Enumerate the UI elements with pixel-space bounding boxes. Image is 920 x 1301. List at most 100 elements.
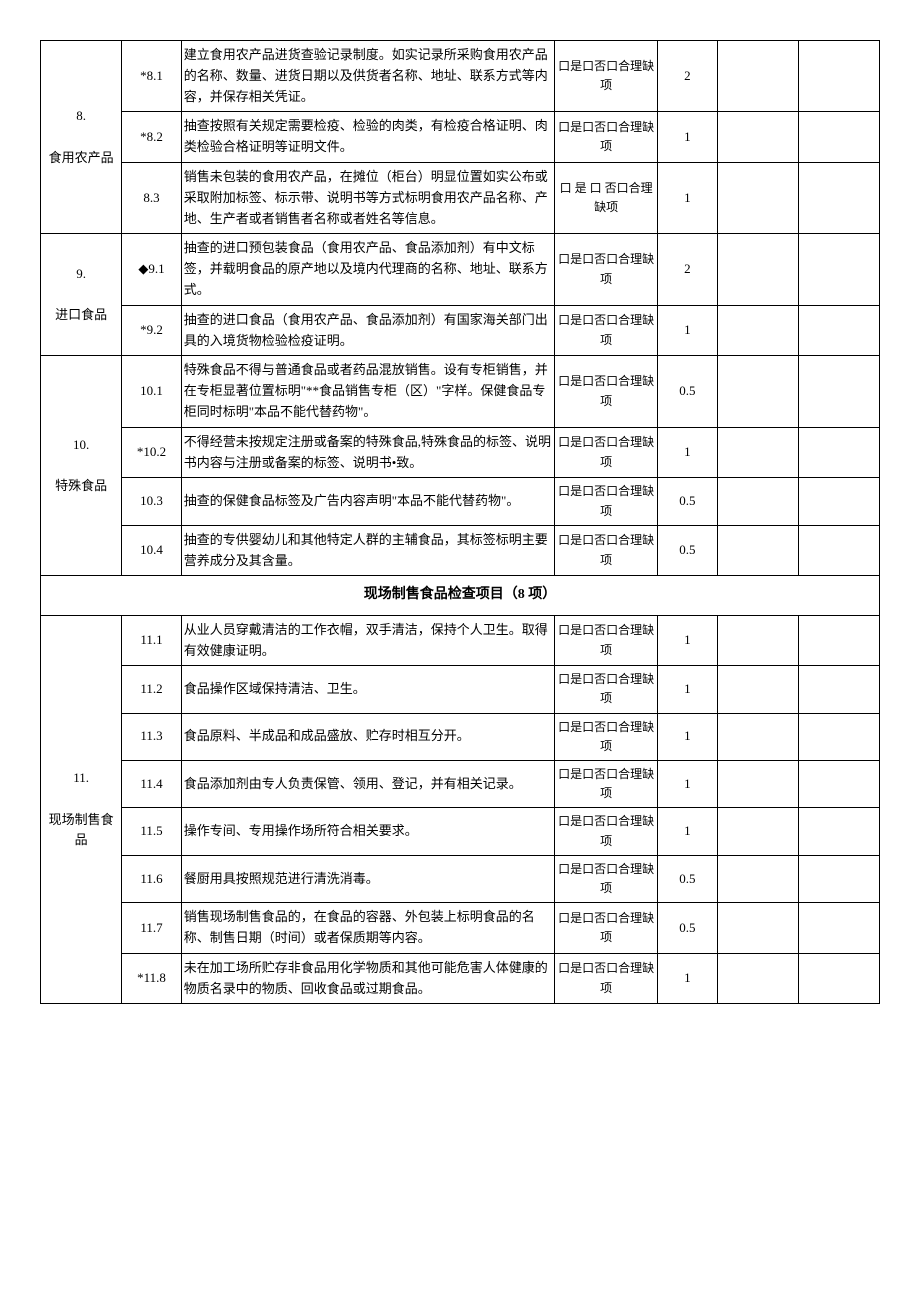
item-score: 1 [658, 953, 718, 1004]
table-row: 10.4 抽查的专供婴幼儿和其他特定人群的主辅食品，其标签标明主要营养成分及其含… [41, 525, 880, 576]
table-row: 11.5 操作专间、专用操作场所符合相关要求。 口是口否口合理缺项 1 [41, 808, 880, 855]
item-score: 2 [658, 234, 718, 305]
item-desc: 从业人员穿戴清洁的工作衣帽，双手清洁，保持个人卫生。取得有效健康证明。 [181, 615, 554, 666]
category-num: 11. [73, 770, 89, 785]
item-score: 1 [658, 112, 718, 163]
category-cell: 9. 进口食品 [41, 234, 122, 356]
item-number: *10.2 [122, 427, 182, 478]
table-row: *9.2 抽查的进口食品（食用农产品、食品添加剂）有国家海关部门出具的入境货物检… [41, 305, 880, 356]
item-number: *11.8 [122, 953, 182, 1004]
blank-cell [798, 356, 879, 427]
item-desc: 餐厨用具按照规范进行清洗消毒。 [181, 855, 554, 902]
item-desc: 销售未包装的食用农产品，在摊位（柜台）明显位置如实公布或采取附加标签、标示带、说… [181, 162, 554, 233]
category-cell: 8. 食用农产品 [41, 41, 122, 234]
blank-cell [717, 112, 798, 163]
item-check: 口是口否口合理缺项 [555, 903, 658, 954]
item-score: 1 [658, 761, 718, 808]
table-row: 11.6 餐厨用具按照规范进行清洗消毒。 口是口否口合理缺项 0.5 [41, 855, 880, 902]
blank-cell [717, 713, 798, 760]
item-score: 0.5 [658, 855, 718, 902]
item-check: 口是口否口合理缺项 [555, 855, 658, 902]
category-name: 进口食品 [55, 307, 107, 322]
item-score: 1 [658, 162, 718, 233]
blank-cell [717, 162, 798, 233]
item-number: 11.5 [122, 808, 182, 855]
blank-cell [798, 808, 879, 855]
blank-cell [798, 427, 879, 478]
category-num: 9. [76, 266, 86, 281]
blank-cell [798, 478, 879, 525]
item-score: 0.5 [658, 903, 718, 954]
item-desc: 特殊食品不得与普通食品或者药品混放销售。设有专柜销售，并在专柜显著位置标明"**… [181, 356, 554, 427]
blank-cell [798, 855, 879, 902]
item-check: 口是口否口合理缺项 [555, 41, 658, 112]
blank-cell [717, 356, 798, 427]
blank-cell [717, 953, 798, 1004]
item-score: 1 [658, 713, 718, 760]
item-check: 口是口否口合理缺项 [555, 615, 658, 666]
category-cell: 11. 现场制售食品 [41, 615, 122, 1004]
item-check: 口是口否口合理缺项 [555, 305, 658, 356]
blank-cell [798, 41, 879, 112]
blank-cell [798, 713, 879, 760]
table-row: 10.3 抽查的保健食品标签及广告内容声明"本品不能代替药物"。 口是口否口合理… [41, 478, 880, 525]
item-score: 1 [658, 615, 718, 666]
blank-cell [717, 808, 798, 855]
blank-cell [798, 903, 879, 954]
item-score: 1 [658, 808, 718, 855]
item-desc: 食品添加剂由专人负责保管、领用、登记，并有相关记录。 [181, 761, 554, 808]
item-check: 口是口否口合理缺项 [555, 356, 658, 427]
category-name: 特殊食品 [55, 478, 107, 493]
item-number: 8.3 [122, 162, 182, 233]
item-desc: 销售现场制售食品的，在食品的容器、外包装上标明食品的名称、制售日期（时间）或者保… [181, 903, 554, 954]
blank-cell [717, 903, 798, 954]
item-score: 1 [658, 427, 718, 478]
item-desc: 食品操作区域保持清洁、卫生。 [181, 666, 554, 713]
item-number: 10.3 [122, 478, 182, 525]
item-number: 11.6 [122, 855, 182, 902]
blank-cell [798, 615, 879, 666]
table-row: *11.8 未在加工场所贮存非食品用化学物质和其他可能危害人体健康的物质名录中的… [41, 953, 880, 1004]
item-number: *8.2 [122, 112, 182, 163]
item-number: 10.1 [122, 356, 182, 427]
item-desc: 食品原料、半成品和成品盛放、贮存时相互分开。 [181, 713, 554, 760]
category-name: 食用农产品 [49, 150, 114, 165]
item-check: 口是口否口合理缺项 [555, 427, 658, 478]
category-cell: 10. 特殊食品 [41, 356, 122, 576]
table-row: 10. 特殊食品 10.1 特殊食品不得与普通食品或者药品混放销售。设有专柜销售… [41, 356, 880, 427]
item-check: 口是口否口合理缺项 [555, 808, 658, 855]
blank-cell [717, 666, 798, 713]
blank-cell [798, 305, 879, 356]
blank-cell [798, 525, 879, 576]
item-score: 1 [658, 666, 718, 713]
item-check: 口 是 口 否口合理缺项 [555, 162, 658, 233]
blank-cell [717, 41, 798, 112]
blank-cell [798, 162, 879, 233]
item-score: 0.5 [658, 356, 718, 427]
item-desc: 未在加工场所贮存非食品用化学物质和其他可能危害人体健康的物质名录中的物质、回收食… [181, 953, 554, 1004]
table-row: 11.2 食品操作区域保持清洁、卫生。 口是口否口合理缺项 1 [41, 666, 880, 713]
table-row: 11.3 食品原料、半成品和成品盛放、贮存时相互分开。 口是口否口合理缺项 1 [41, 713, 880, 760]
blank-cell [717, 305, 798, 356]
item-number: 11.3 [122, 713, 182, 760]
blank-cell [798, 234, 879, 305]
category-num: 10. [73, 437, 89, 452]
table-row: 8.3 销售未包装的食用农产品，在摊位（柜台）明显位置如实公布或采取附加标签、标… [41, 162, 880, 233]
item-score: 0.5 [658, 525, 718, 576]
blank-cell [798, 761, 879, 808]
blank-cell [798, 953, 879, 1004]
item-number: 11.4 [122, 761, 182, 808]
item-desc: 建立食用农产品进货查验记录制度。如实记录所采购食用农产品的名称、数量、进货日期以… [181, 41, 554, 112]
item-check: 口是口否口合理缺项 [555, 666, 658, 713]
table-row: *8.2 抽查按照有关规定需要检疫、检验的肉类，有检疫合格证明、肉类检验合格证明… [41, 112, 880, 163]
category-name: 现场制售食品 [49, 812, 114, 848]
item-score: 1 [658, 305, 718, 356]
table-row: 11.4 食品添加剂由专人负责保管、领用、登记，并有相关记录。 口是口否口合理缺… [41, 761, 880, 808]
blank-cell [717, 761, 798, 808]
item-score: 2 [658, 41, 718, 112]
blank-cell [717, 427, 798, 478]
blank-cell [717, 525, 798, 576]
item-score: 0.5 [658, 478, 718, 525]
item-number: 10.4 [122, 525, 182, 576]
item-desc: 抽查的进口食品（食用农产品、食品添加剂）有国家海关部门出具的入境货物检验检疫证明… [181, 305, 554, 356]
